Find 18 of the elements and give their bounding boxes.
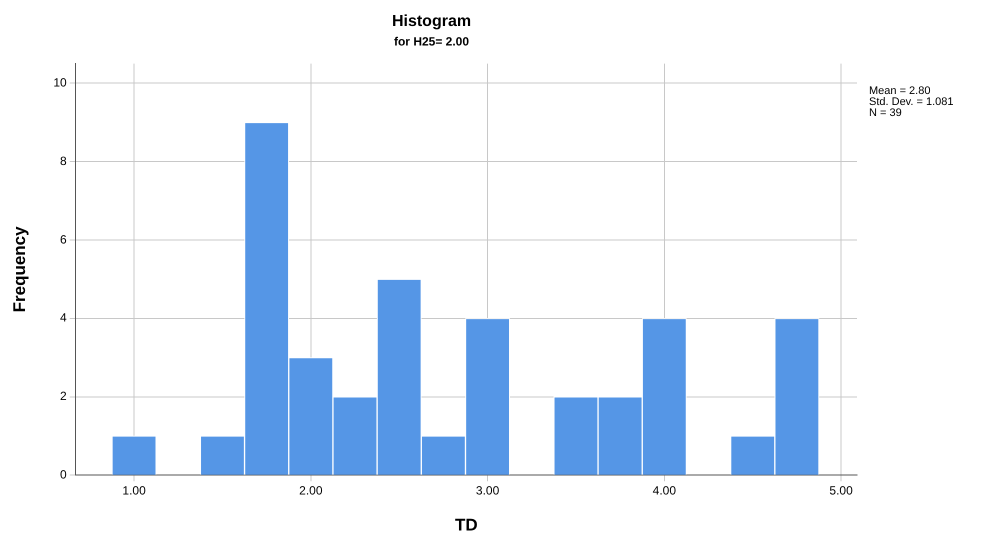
y-tick-label: 8 [60,154,68,168]
x-tick-label: 1.00 [122,484,146,498]
y-tick-label: 6 [60,232,68,246]
y-tick-label: 10 [53,76,68,90]
chart-subtitle: for H25= 2.00 [394,34,470,49]
chart-title: Histogram [392,13,472,30]
y-tick-label: 4 [60,310,68,325]
x-tick-label: 3.00 [476,484,500,498]
x-tick-label: 4.00 [652,484,676,498]
x-tick-label: 5.00 [829,484,854,498]
y-tick-label: 2 [60,389,68,404]
text: Std. Dev. = 1.081 [869,96,954,108]
text: Mean = 2.80 [869,85,930,98]
x-tick-label: 2.00 [299,484,323,498]
y-tick-label: 0 [60,468,68,482]
x-axis-title: TD [455,515,478,534]
y-axis-title: Frequency [10,226,29,312]
text: N = 39 [869,107,902,120]
